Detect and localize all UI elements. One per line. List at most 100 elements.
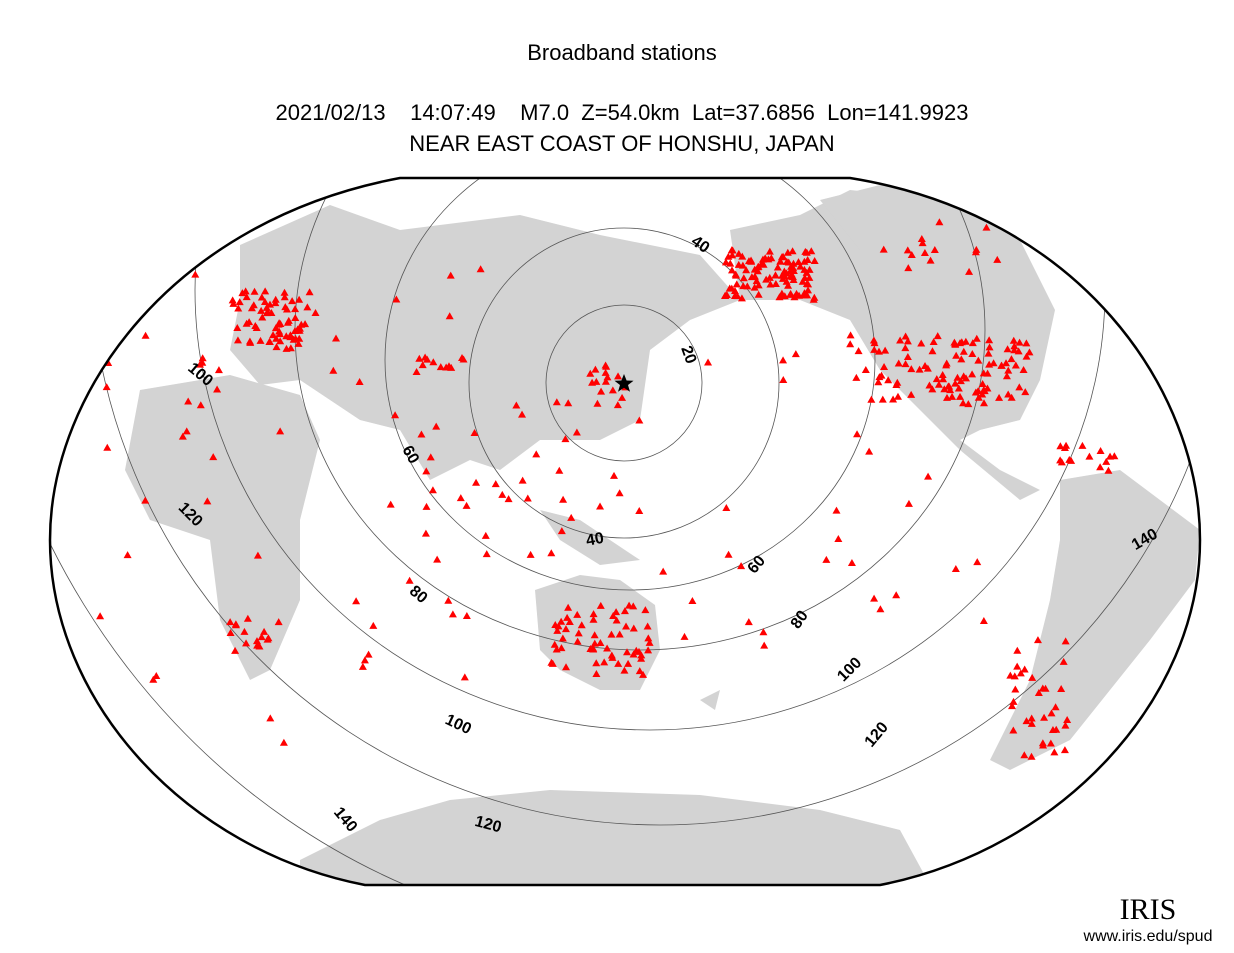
station xyxy=(610,471,619,479)
station xyxy=(766,280,775,288)
station xyxy=(803,255,812,263)
station xyxy=(635,667,644,675)
station xyxy=(1025,348,1034,356)
station xyxy=(878,395,887,403)
station xyxy=(552,645,561,653)
station xyxy=(754,281,763,289)
station xyxy=(559,495,568,503)
station xyxy=(903,337,912,345)
station xyxy=(973,558,982,566)
station xyxy=(612,616,621,624)
station xyxy=(942,359,951,367)
station xyxy=(462,501,471,509)
station xyxy=(228,296,237,304)
station xyxy=(498,490,507,498)
station xyxy=(518,476,527,484)
station xyxy=(892,381,901,389)
station xyxy=(915,365,924,373)
station xyxy=(846,331,855,339)
station xyxy=(1013,646,1022,654)
contour-label: 120 xyxy=(473,813,503,836)
station xyxy=(355,378,364,386)
station xyxy=(1008,702,1017,710)
station xyxy=(305,288,314,296)
station xyxy=(432,422,441,430)
station xyxy=(231,646,240,654)
station xyxy=(257,633,266,641)
station xyxy=(727,284,736,292)
station xyxy=(728,246,737,254)
station xyxy=(791,350,800,358)
station xyxy=(620,607,629,615)
station xyxy=(1010,342,1019,350)
station xyxy=(982,223,991,231)
station xyxy=(959,399,968,407)
station xyxy=(896,336,905,344)
station xyxy=(405,576,414,584)
station xyxy=(934,380,943,388)
station xyxy=(985,336,994,344)
station xyxy=(252,324,261,332)
station xyxy=(832,506,841,514)
station xyxy=(727,266,736,274)
station xyxy=(565,617,574,625)
station xyxy=(614,659,623,667)
station xyxy=(214,366,223,374)
station xyxy=(861,366,870,374)
station xyxy=(601,377,610,385)
station xyxy=(557,644,566,652)
station xyxy=(257,293,266,301)
station xyxy=(747,273,756,281)
station xyxy=(1002,359,1011,367)
station xyxy=(641,606,650,614)
station xyxy=(893,392,902,400)
station xyxy=(956,339,965,347)
station xyxy=(286,333,295,341)
station xyxy=(615,630,624,638)
station xyxy=(592,659,601,667)
station xyxy=(847,559,856,567)
stations xyxy=(96,218,1119,760)
station xyxy=(1051,703,1060,711)
station xyxy=(572,428,581,436)
station xyxy=(722,504,731,512)
station xyxy=(954,384,963,392)
station xyxy=(928,385,937,393)
station xyxy=(245,318,254,326)
station xyxy=(422,467,431,475)
station xyxy=(264,308,273,316)
station xyxy=(744,618,753,626)
station xyxy=(1104,466,1113,474)
station xyxy=(635,506,644,514)
station xyxy=(1011,685,1020,693)
station xyxy=(1059,657,1068,665)
station xyxy=(876,605,885,613)
station xyxy=(918,239,927,247)
station xyxy=(622,622,631,630)
station xyxy=(760,641,769,649)
station xyxy=(968,339,977,347)
station xyxy=(590,639,599,647)
station xyxy=(1022,717,1031,725)
station xyxy=(870,345,879,353)
station xyxy=(1057,684,1066,692)
station xyxy=(800,273,809,281)
station xyxy=(968,370,977,378)
station xyxy=(1050,748,1059,756)
station xyxy=(491,480,500,488)
station xyxy=(730,291,739,299)
station xyxy=(504,495,513,503)
contour-label: 140 xyxy=(330,804,360,835)
station xyxy=(874,347,883,355)
station xyxy=(983,369,992,377)
station xyxy=(637,651,646,659)
station xyxy=(518,410,527,418)
station xyxy=(265,338,274,346)
station xyxy=(804,286,813,294)
station xyxy=(903,246,912,254)
station xyxy=(274,618,283,626)
station xyxy=(547,549,556,557)
station xyxy=(932,375,941,383)
station xyxy=(865,447,874,455)
